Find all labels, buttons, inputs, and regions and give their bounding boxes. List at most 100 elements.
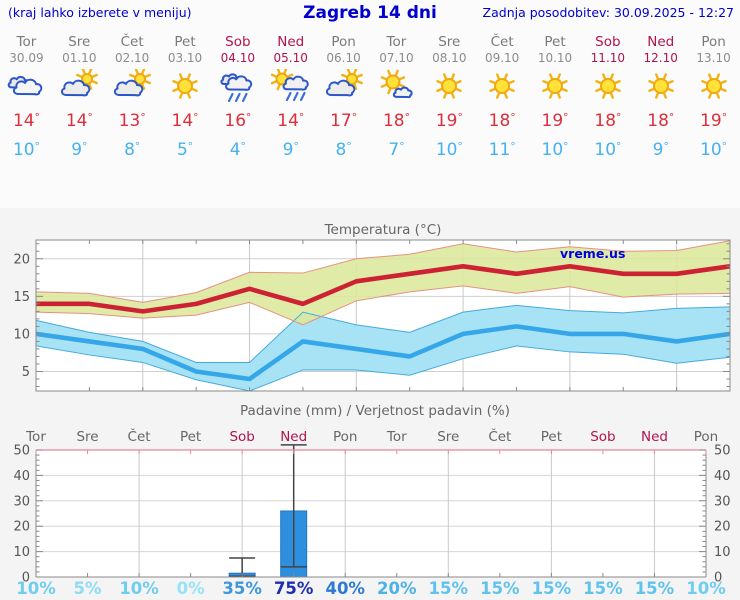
sun-ray xyxy=(451,92,456,99)
sun-ray xyxy=(187,73,191,80)
weather-icon-cell xyxy=(529,69,582,109)
precip-plot-area xyxy=(36,450,706,577)
sun-ray xyxy=(504,92,509,99)
high-temp-value: 18° xyxy=(382,111,410,131)
sun-ray xyxy=(129,73,136,78)
precip-probability-label: 0% xyxy=(177,579,205,598)
temp-ytick-label: 5 xyxy=(22,365,30,380)
day-date-label: 04.10 xyxy=(220,51,256,65)
sun-ray xyxy=(352,69,357,75)
page-title: Zagreb 14 dni xyxy=(303,3,437,23)
precip-probability-label: 75% xyxy=(274,579,314,598)
cloud-shape xyxy=(115,81,142,96)
day-date-label: 13.10 xyxy=(696,51,731,65)
max-band-upper-edge xyxy=(35,240,731,303)
day-name-label: Pet xyxy=(544,34,566,50)
forecast-day-column: Čet 02.10 13° 8° xyxy=(106,28,159,164)
last-update-text: Zadnja posodobitev: 30.09.2025 - 12:27 xyxy=(482,5,734,20)
forecast-day-column: Sre 08.10 19° 10° xyxy=(423,28,476,164)
precip-day-label: Sre xyxy=(437,429,459,445)
day-name-label: Pet xyxy=(174,34,196,50)
day-name-label: Tor xyxy=(386,34,407,50)
forecast-panel-background xyxy=(0,0,740,208)
sun-disc xyxy=(599,78,616,94)
sun-ray xyxy=(187,92,191,99)
precip-ytick-label-right: 40 xyxy=(714,469,731,484)
high-temp-value: 19° xyxy=(700,111,728,131)
max-temp-band xyxy=(36,240,730,325)
sun-ray xyxy=(340,73,347,78)
sun-ray xyxy=(609,92,614,99)
precip-ytick-label-left: 30 xyxy=(13,494,30,509)
temp-chart-title: Temperatura (°C) xyxy=(324,222,442,238)
day-date-label: 10.10 xyxy=(537,51,573,65)
precip-ytick-label-right: 50 xyxy=(714,444,731,459)
sun-ray xyxy=(549,73,553,80)
sun-ray xyxy=(542,88,549,92)
sun-ray xyxy=(436,80,443,84)
sun-ray xyxy=(399,76,406,81)
precip-day-label: Čet xyxy=(488,427,511,445)
sun-ray xyxy=(667,88,674,92)
day-name-label: Pon xyxy=(331,34,356,50)
precip-probability-label: 15% xyxy=(480,579,520,598)
forecast-day-column: Ned 12.10 18° 9° xyxy=(634,28,687,164)
sun-ray xyxy=(508,88,515,92)
weather-icon-cell xyxy=(0,69,53,109)
sun-ray xyxy=(557,73,561,80)
forecast-day-column: Tor 30.09 14° 10° xyxy=(0,28,53,164)
high-temp-value: 19° xyxy=(541,111,569,131)
sun-ray xyxy=(609,73,614,80)
rain-streak xyxy=(299,91,306,102)
forecast-day-column: Sob 11.10 18° 10° xyxy=(581,28,634,164)
sun-ray xyxy=(387,88,392,95)
low-temp-value: 9° xyxy=(71,140,88,160)
low-temp-value: 10° xyxy=(541,140,569,160)
sun-ray xyxy=(662,92,667,99)
rain-streak xyxy=(285,91,292,102)
forecast-day-column: Sob 04.10 16° 4° xyxy=(211,28,264,164)
day-name-label: Ned xyxy=(277,34,305,50)
cloudy-icon xyxy=(6,69,46,105)
rain-streak xyxy=(241,92,248,103)
sun-ray xyxy=(356,80,363,85)
sun-ray xyxy=(179,92,183,99)
high-temp-value: 16° xyxy=(224,111,252,131)
forecast-day-column: Pet 10.10 19° 10° xyxy=(529,28,582,164)
precip-probability-label: 15% xyxy=(635,579,675,598)
temp-ytick-label: 10 xyxy=(13,327,30,342)
sun-ray xyxy=(270,73,277,78)
forecast-day-column: Ned 05.10 14° 9° xyxy=(264,28,317,164)
sun-ray xyxy=(443,92,448,99)
partly-cloudy-icon xyxy=(59,69,99,105)
high-temp-value: 14° xyxy=(171,111,199,131)
max-temp-line xyxy=(36,263,731,314)
precip-probability-label: 10% xyxy=(119,579,159,598)
cloud-shape xyxy=(326,81,353,96)
sun-ray xyxy=(92,80,99,85)
weather-icon-cell xyxy=(476,69,529,109)
sun-ray xyxy=(595,80,602,84)
weather-icon-cell xyxy=(687,69,740,109)
sun-ray xyxy=(172,80,179,84)
partly-cloudy-icon xyxy=(324,69,363,105)
precip-day-label: Pon xyxy=(333,429,357,445)
day-date-label: 06.10 xyxy=(326,51,361,65)
day-date-label: 11.10 xyxy=(590,51,626,65)
forecast-day-column: Čet 09.10 18° 11° xyxy=(476,28,529,164)
precip-probability-label: 10% xyxy=(16,579,56,598)
precip-day-label: Sre xyxy=(76,429,98,445)
sun-ray xyxy=(443,73,448,80)
sun-ray xyxy=(542,80,549,84)
weather-icon-cell xyxy=(211,69,264,109)
sun-ray xyxy=(720,88,727,92)
sun-ray xyxy=(191,88,198,92)
precip-probability-label: 40% xyxy=(325,579,365,598)
weather-icon-cell xyxy=(581,69,634,109)
sun-ray xyxy=(436,88,443,92)
sun-ray xyxy=(504,73,509,80)
precip-ytick-label-left: 10 xyxy=(13,545,30,560)
sun-ray xyxy=(455,80,463,84)
sun-ray xyxy=(614,88,621,92)
sun-ray xyxy=(662,73,667,80)
